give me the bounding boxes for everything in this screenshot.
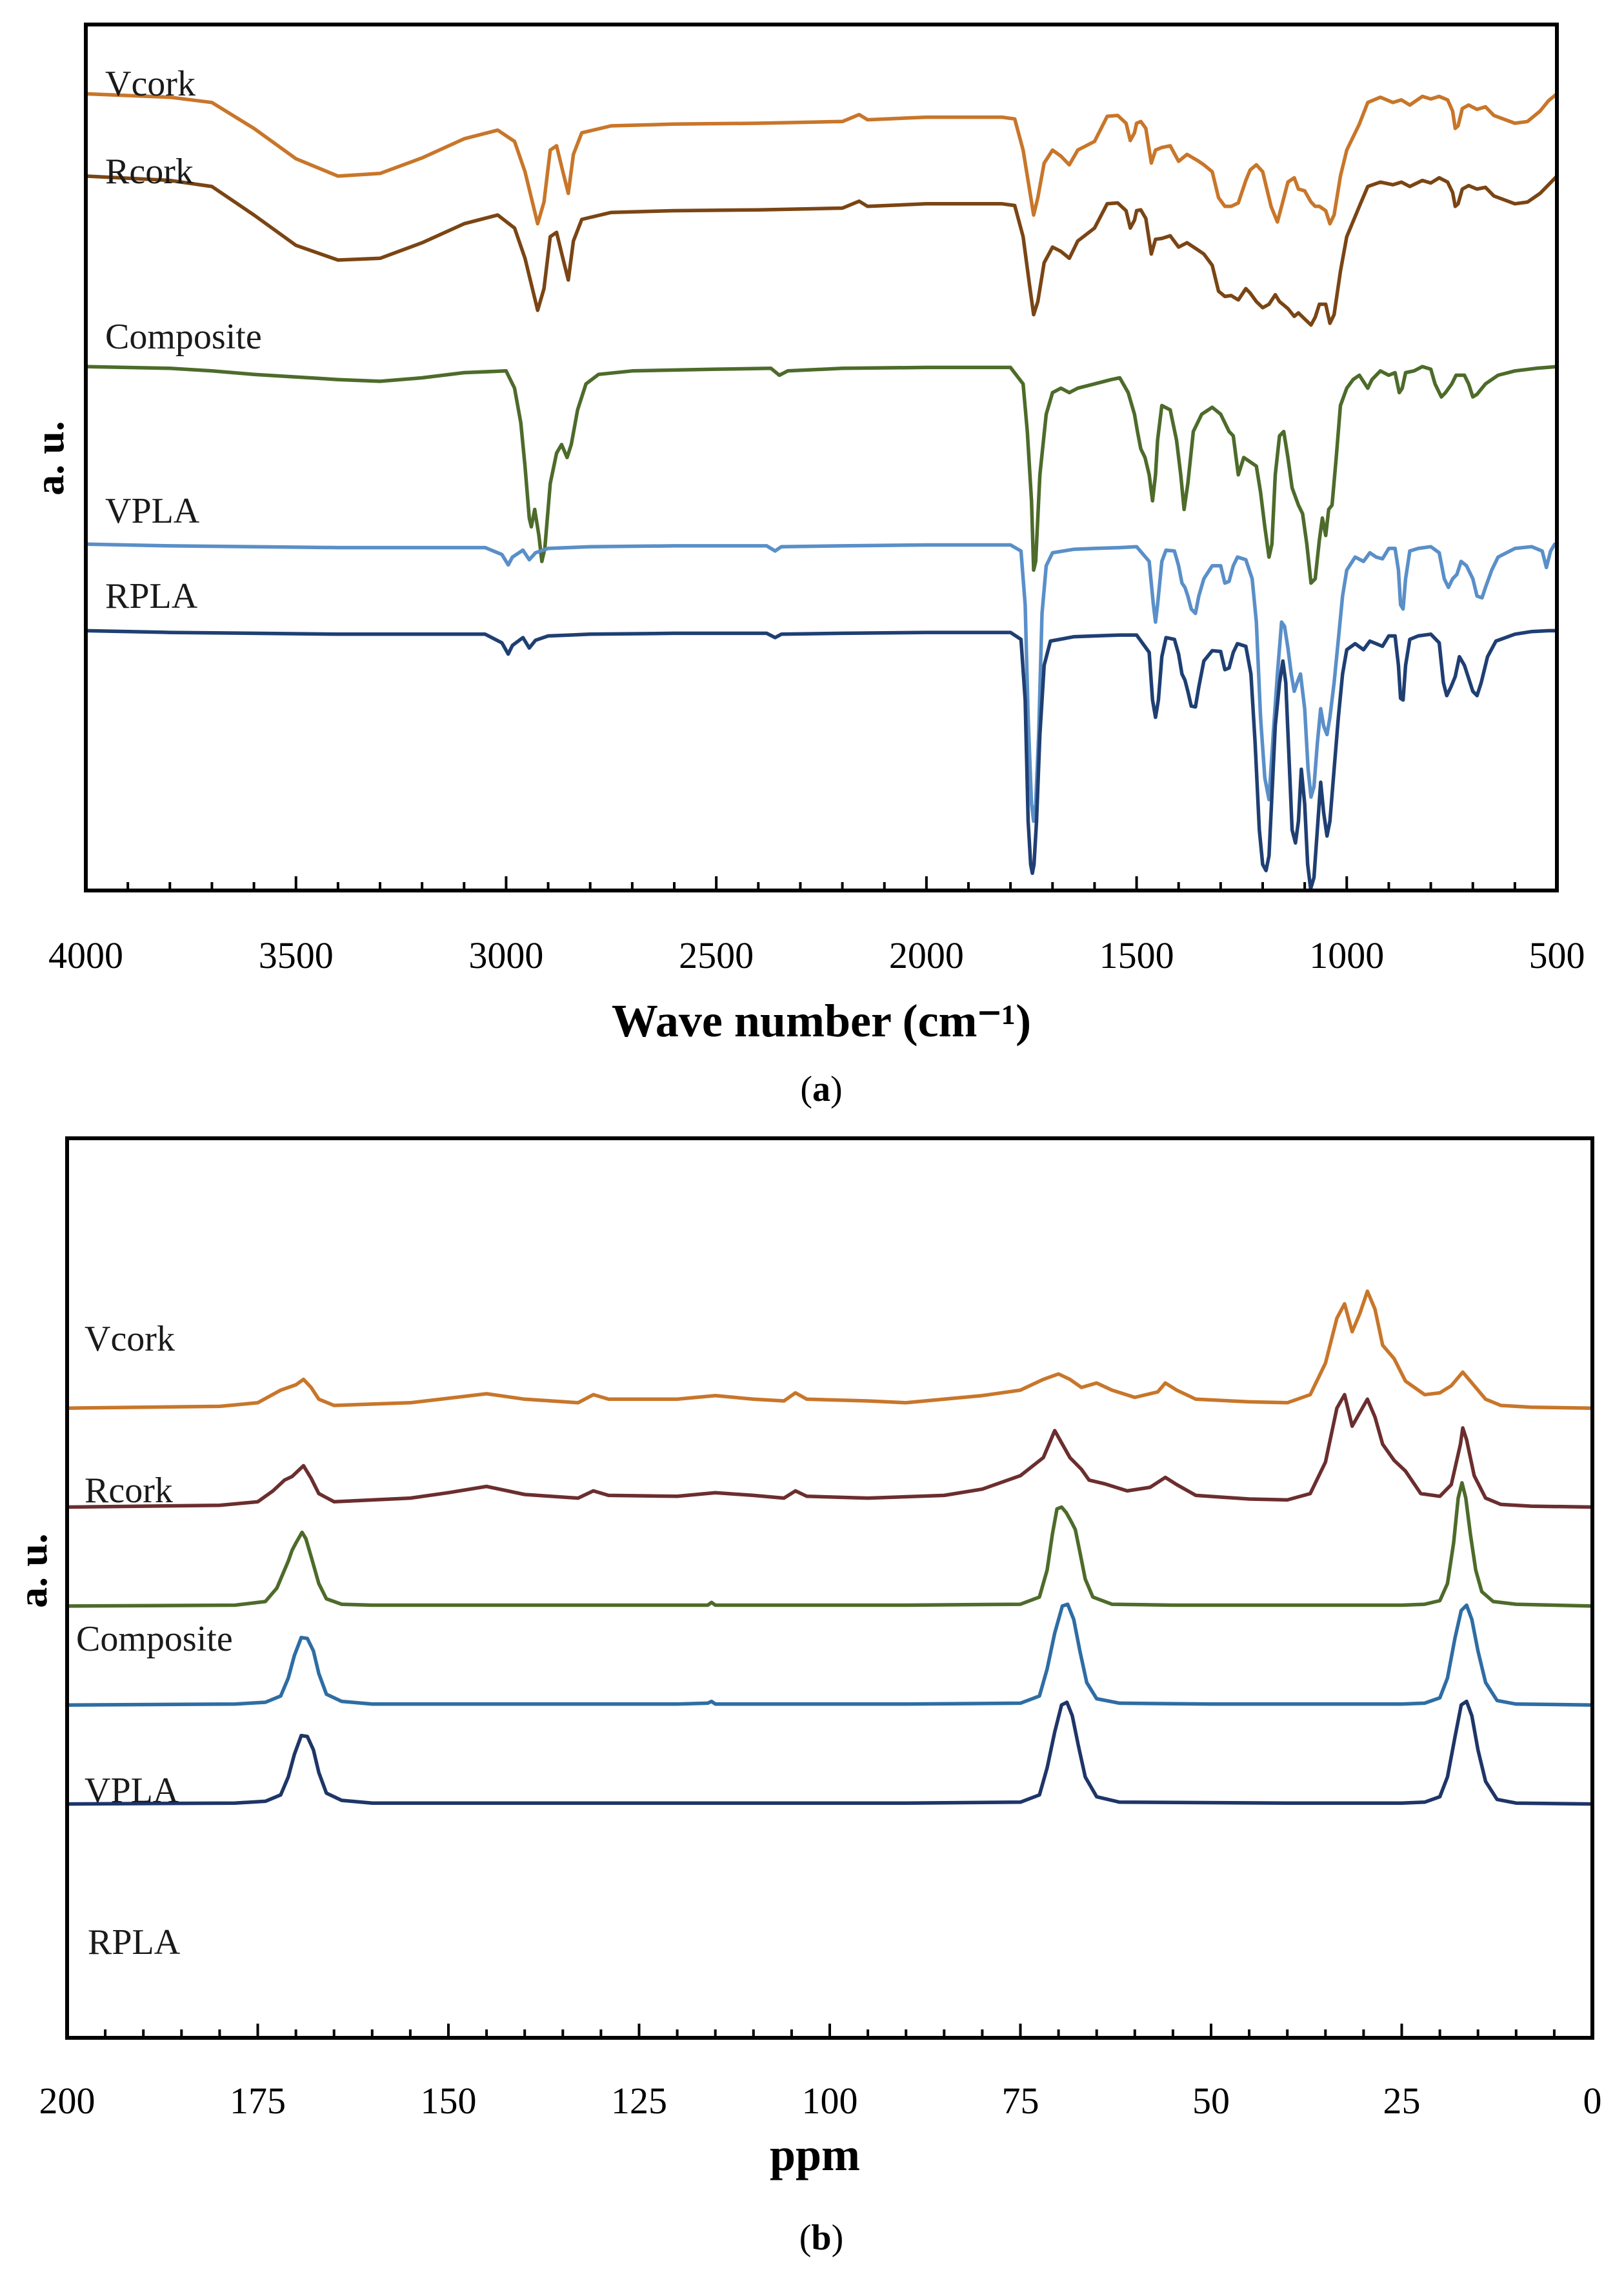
caption-open-b: ( — [799, 2218, 812, 2258]
series-line-rcork — [65, 1393, 1594, 1509]
chart-b-nmr: Vcork Rcork Composite VPLA RPLA 200 175 15… — [10, 1136, 1602, 2258]
series-label-rcork: Rcork — [85, 1471, 173, 1511]
series-label-vcork: Vcork — [105, 64, 195, 104]
series-line-composite — [65, 1481, 1594, 1608]
series-label-rpla: RPLA — [88, 1922, 181, 1962]
series-group-b — [65, 1289, 1594, 1806]
series-labels-a: Vcork Rcork Composite VPLA RPLA — [105, 64, 262, 616]
x-tick-label: 75 — [1002, 2080, 1039, 2122]
x-tick-labels-a: 4000 3500 3000 2500 2000 1500 1000 500 — [48, 934, 1585, 976]
y-axis-label-a: a. u. — [26, 421, 72, 496]
x-tick-label: 175 — [230, 2080, 286, 2122]
panel-caption-b: (b) — [799, 2218, 843, 2258]
series-line-rcork — [84, 174, 1559, 327]
x-tick-label: 0 — [1583, 2080, 1602, 2122]
x-axis-title-b: ppm — [770, 2129, 860, 2180]
series-label-composite: Composite — [76, 1619, 233, 1659]
x-tick-label: 1500 — [1099, 934, 1174, 976]
series-label-rcork: Rcork — [105, 152, 194, 192]
x-tick-label: 4000 — [48, 934, 123, 976]
x-tick-label: 2500 — [679, 934, 754, 976]
x-tick-label: 2000 — [889, 934, 964, 976]
x-tick-label: 1000 — [1309, 934, 1384, 976]
series-line-vpla — [84, 542, 1559, 823]
plot-area-b — [65, 1136, 1594, 2040]
series-line-rpla — [65, 1699, 1594, 1806]
caption-close-a: ) — [830, 1069, 843, 1109]
x-tick-label: 50 — [1192, 2080, 1230, 2122]
plot-frame-a — [84, 23, 1559, 892]
x-tick-label: 3500 — [259, 934, 334, 976]
panel-caption-a: (a) — [800, 1069, 842, 1109]
caption-open-a: ( — [800, 1069, 812, 1109]
caption-close-b: ) — [832, 2218, 844, 2258]
plot-area-a — [84, 23, 1559, 892]
x-tick-label: 125 — [611, 2080, 667, 2122]
x-axis-ticks-a — [85, 876, 1558, 890]
series-line-rpla — [84, 629, 1559, 891]
series-label-composite: Composite — [105, 317, 262, 357]
x-tick-label: 25 — [1383, 2080, 1421, 2122]
series-line-composite — [84, 365, 1559, 585]
series-label-vcork: Vcork — [85, 1319, 175, 1359]
x-tick-label: 3000 — [468, 934, 543, 976]
x-tick-label: 100 — [802, 2080, 858, 2122]
series-line-vcork — [84, 92, 1559, 226]
x-tick-labels-b: 200 175 150 125 100 75 50 25 0 — [39, 2080, 1602, 2122]
plot-frame-b — [65, 1136, 1594, 2040]
series-label-vpla: VPLA — [105, 491, 200, 531]
caption-letter-a: a — [812, 1069, 830, 1109]
series-label-rpla: RPLA — [105, 576, 198, 616]
x-axis-title-a: Wave number (cm⁻¹) — [612, 995, 1031, 1047]
series-line-vpla — [65, 1602, 1594, 1707]
x-tick-label: 200 — [39, 2080, 95, 2122]
x-tick-label: 500 — [1529, 934, 1585, 976]
series-label-vpla: VPLA — [85, 1771, 179, 1811]
x-axis-ticks-b — [66, 2024, 1594, 2038]
x-tick-label: 150 — [421, 2080, 477, 2122]
series-line-vcork — [65, 1289, 1594, 1410]
chart-a-ftir: Vcork Rcork Composite VPLA RPLA 4000 3500… — [26, 23, 1585, 1109]
series-group-a — [84, 92, 1559, 891]
y-axis-label-b: a. u. — [10, 1533, 55, 1608]
caption-letter-b: b — [811, 2218, 831, 2258]
series-labels-b: Vcork Rcork Composite VPLA RPLA — [76, 1319, 233, 1962]
